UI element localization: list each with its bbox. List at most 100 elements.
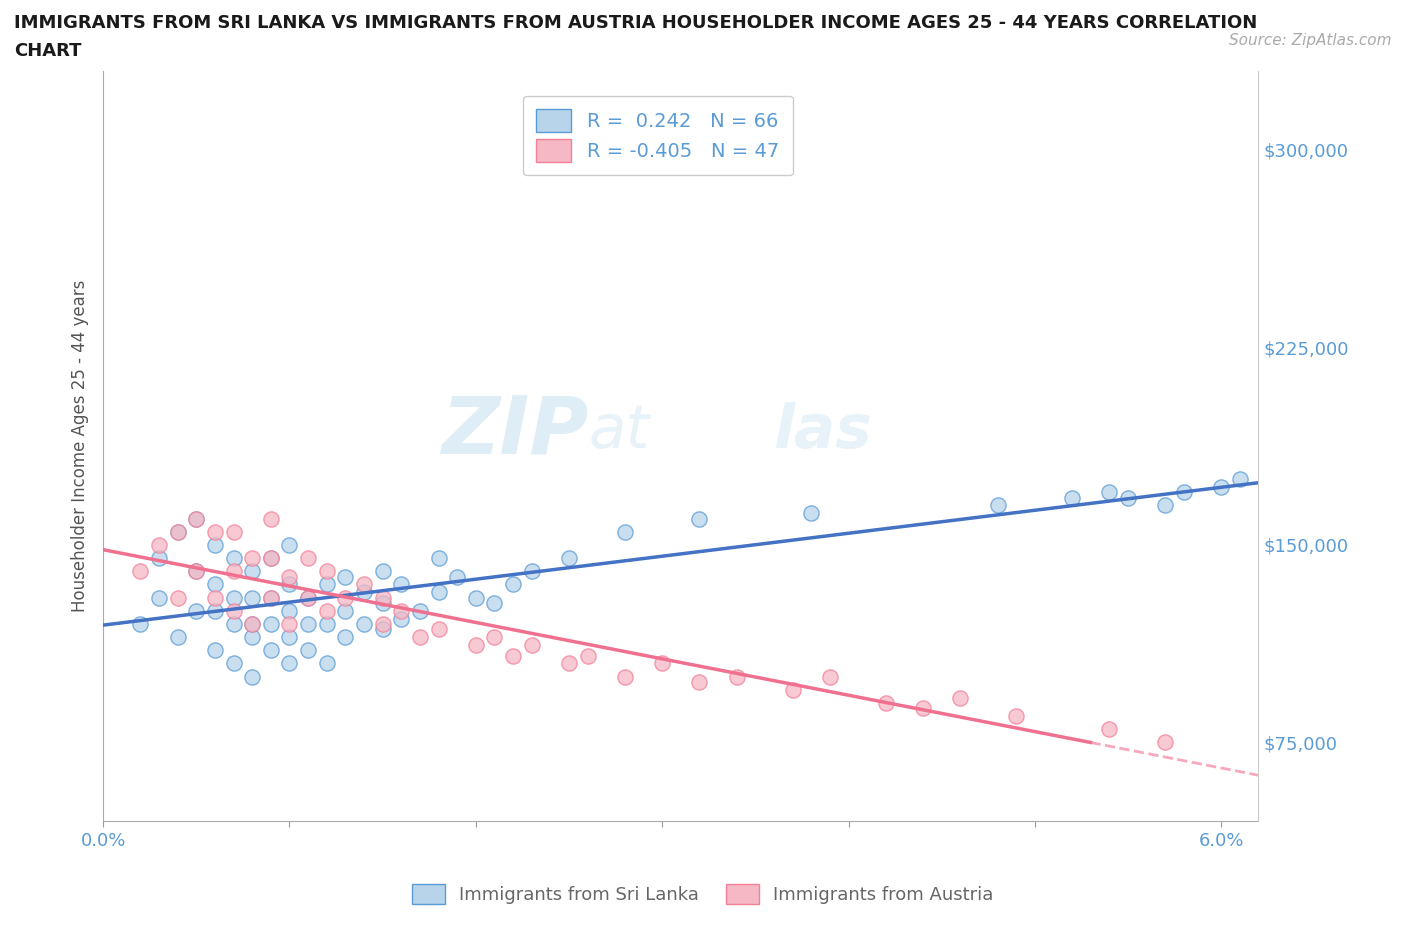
Point	[389, 611, 412, 626]
Point	[949, 690, 972, 705]
Point	[240, 630, 263, 644]
Point	[186, 512, 208, 526]
Point	[260, 617, 283, 631]
Point	[389, 604, 412, 618]
Point	[315, 577, 337, 591]
Legend: Immigrants from Sri Lanka, Immigrants from Austria: Immigrants from Sri Lanka, Immigrants fr…	[405, 876, 1001, 911]
Point	[278, 630, 301, 644]
Point	[240, 591, 263, 605]
Point	[260, 512, 283, 526]
Point	[166, 630, 188, 644]
Y-axis label: Householder Income Ages 25 - 44 years: Householder Income Ages 25 - 44 years	[72, 280, 89, 612]
Point	[260, 643, 283, 658]
Point	[912, 701, 935, 716]
Point	[464, 591, 486, 605]
Point	[446, 569, 468, 584]
Point	[558, 656, 581, 671]
Point	[335, 604, 357, 618]
Point	[520, 564, 543, 578]
Point	[148, 538, 170, 552]
Point	[222, 656, 245, 671]
Point	[240, 564, 263, 578]
Point	[186, 604, 208, 618]
Point	[129, 617, 152, 631]
Point	[335, 591, 357, 605]
Point	[335, 630, 357, 644]
Point	[204, 643, 226, 658]
Point	[371, 591, 394, 605]
Point	[240, 617, 263, 631]
Point	[278, 656, 301, 671]
Point	[427, 585, 450, 600]
Point	[613, 525, 636, 539]
Point	[240, 670, 263, 684]
Text: IMMIGRANTS FROM SRI LANKA VS IMMIGRANTS FROM AUSTRIA HOUSEHOLDER INCOME AGES 25 : IMMIGRANTS FROM SRI LANKA VS IMMIGRANTS …	[14, 14, 1257, 32]
Point	[1154, 735, 1177, 750]
Point	[558, 551, 581, 565]
Point	[278, 538, 301, 552]
Point	[204, 525, 226, 539]
Point	[148, 591, 170, 605]
Point	[204, 604, 226, 618]
Legend: R =  0.242   N = 66, R = -0.405   N = 47: R = 0.242 N = 66, R = -0.405 N = 47	[523, 96, 793, 176]
Point	[278, 617, 301, 631]
Point	[427, 551, 450, 565]
Point	[186, 564, 208, 578]
Point	[166, 525, 188, 539]
Point	[409, 604, 432, 618]
Point	[278, 569, 301, 584]
Point	[204, 577, 226, 591]
Point	[186, 564, 208, 578]
Point	[204, 591, 226, 605]
Point	[222, 525, 245, 539]
Point	[409, 630, 432, 644]
Point	[297, 617, 319, 631]
Point	[335, 569, 357, 584]
Point	[782, 683, 804, 698]
Text: las: las	[773, 402, 872, 460]
Point	[427, 622, 450, 637]
Text: CHART: CHART	[14, 42, 82, 60]
Point	[315, 604, 337, 618]
Point	[484, 630, 506, 644]
Point	[502, 577, 524, 591]
Point	[166, 591, 188, 605]
Point	[222, 604, 245, 618]
Point	[353, 585, 375, 600]
Point	[315, 564, 337, 578]
Point	[1062, 490, 1084, 505]
Point	[240, 551, 263, 565]
Point	[389, 577, 412, 591]
Point	[371, 564, 394, 578]
Point	[1098, 722, 1121, 737]
Point	[222, 591, 245, 605]
Point	[818, 670, 841, 684]
Point	[613, 670, 636, 684]
Point	[875, 696, 897, 711]
Point	[260, 591, 283, 605]
Point	[222, 564, 245, 578]
Point	[353, 617, 375, 631]
Point	[987, 498, 1010, 512]
Point	[260, 591, 283, 605]
Point	[204, 538, 226, 552]
Point	[129, 564, 152, 578]
Point	[800, 506, 823, 521]
Point	[278, 577, 301, 591]
Point	[260, 551, 283, 565]
Point	[725, 670, 748, 684]
Point	[688, 674, 710, 689]
Text: at: at	[588, 402, 650, 460]
Point	[484, 595, 506, 610]
Point	[222, 551, 245, 565]
Point	[315, 617, 337, 631]
Point	[464, 638, 486, 653]
Point	[297, 643, 319, 658]
Point	[371, 595, 394, 610]
Point	[502, 648, 524, 663]
Point	[576, 648, 599, 663]
Point	[688, 512, 710, 526]
Point	[297, 591, 319, 605]
Point	[166, 525, 188, 539]
Point	[353, 577, 375, 591]
